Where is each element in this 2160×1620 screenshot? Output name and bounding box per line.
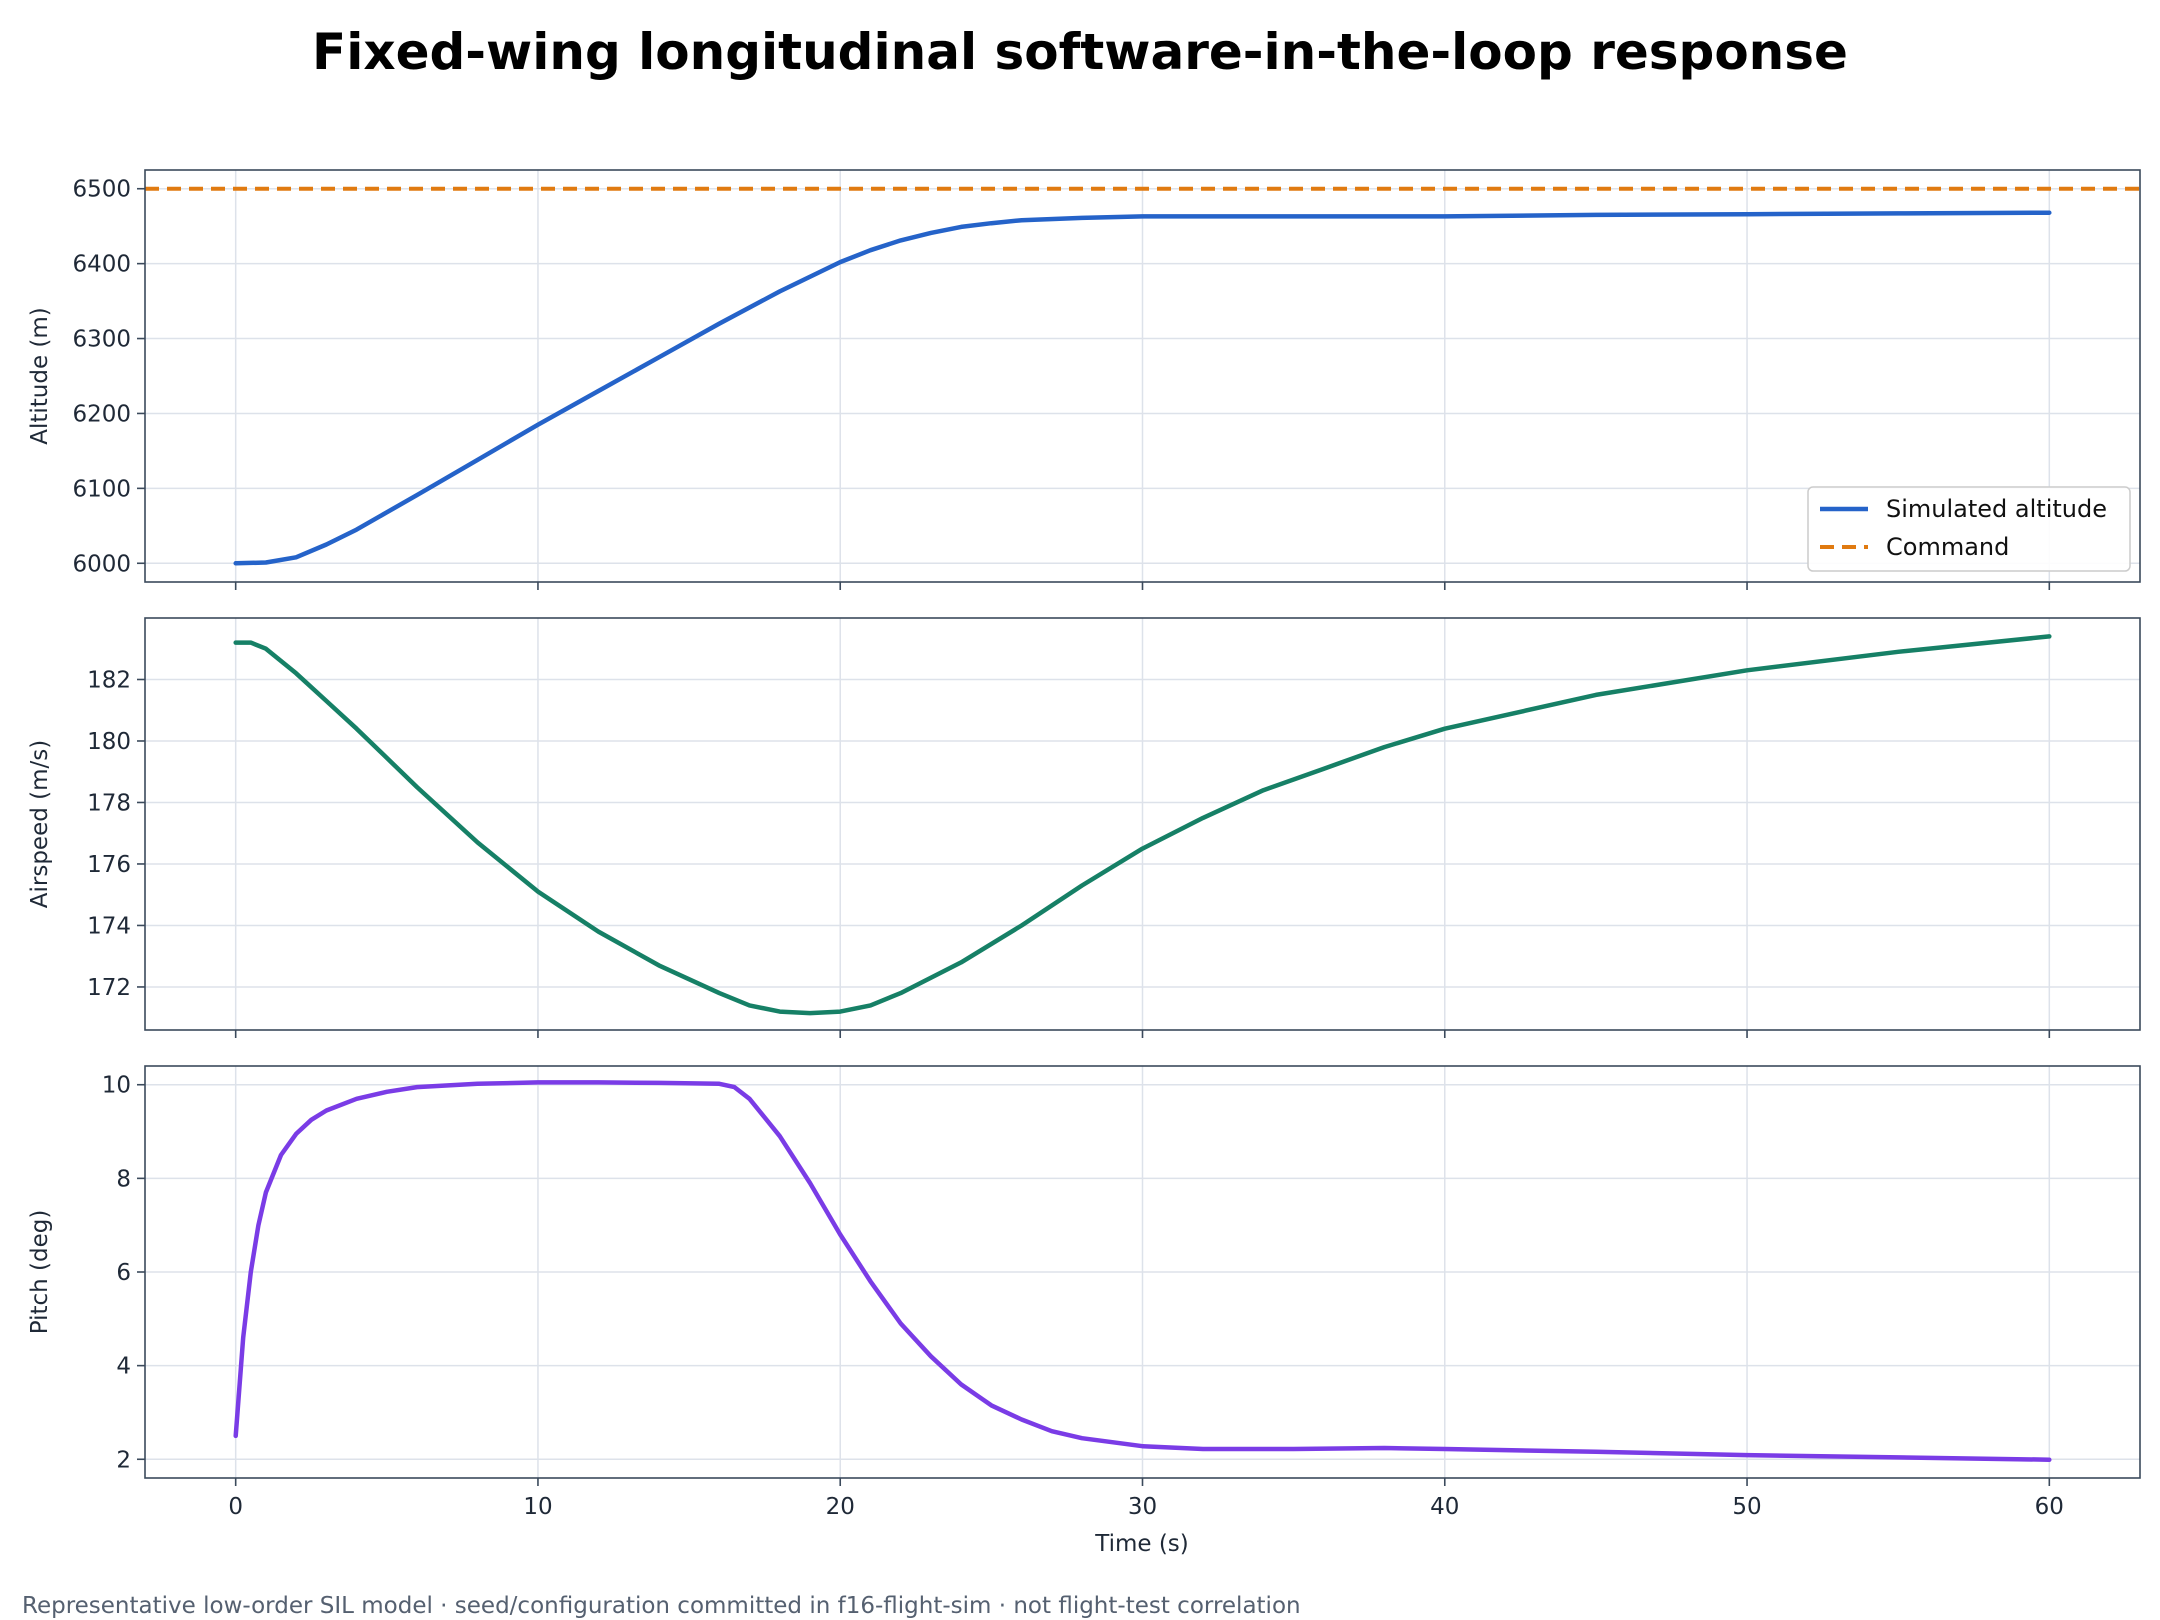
- airspeed-y-tick-label: 178: [87, 790, 131, 816]
- airspeed-y-tick-label: 180: [87, 729, 131, 755]
- altitude-series-line: [233, 210, 2052, 566]
- legend: Simulated altitude Command: [1807, 486, 2131, 572]
- altitude-y-tick-label: 6000: [72, 551, 131, 577]
- x-tick-label: 0: [228, 1494, 243, 1520]
- legend-entry-label: Simulated altitude: [1886, 495, 2107, 523]
- x-tick-label: 30: [1128, 1494, 1157, 1520]
- chart-title: Fixed-wing longitudinal software-in-the-…: [312, 23, 1848, 81]
- x-tick-label: 10: [523, 1494, 552, 1520]
- x-axis-label: Time (s): [1094, 1531, 1189, 1557]
- airspeed-y-tick-label: 182: [87, 667, 131, 693]
- pitch-y-tick-label: 2: [116, 1447, 131, 1473]
- pitch-y-axis-label: Pitch (deg): [27, 1210, 53, 1335]
- airspeed-y-axis-label: Airspeed (m/s): [27, 740, 53, 908]
- airspeed-y-tick-label: 172: [87, 975, 131, 1001]
- altitude-y-tick-label: 6100: [72, 476, 131, 502]
- airspeed-series-line: [233, 634, 2052, 1016]
- pitch-y-tick-label: 4: [116, 1354, 131, 1380]
- legend-entry-label: Command: [1886, 533, 2009, 561]
- legend-box: [1807, 486, 2131, 572]
- airspeed-panel: 172 174 176 178 180 182 Airspeed (m/s): [27, 617, 2141, 1038]
- altitude-y-tick-label: 6200: [72, 401, 131, 427]
- footer-note: Representative low-order SIL model · see…: [22, 1593, 1301, 1619]
- altitude-y-axis-label: Altitude (m): [27, 307, 53, 445]
- airspeed-y-tick-label: 174: [87, 913, 131, 939]
- altitude-panel: 6000 6100 6200 6300 6400 6500 Altitude (m) Simu…: [27, 169, 2141, 590]
- x-tick-label: 20: [826, 1494, 855, 1520]
- pitch-y-tick-label: 8: [116, 1166, 131, 1192]
- altitude-y-tick-label: 6400: [72, 252, 131, 278]
- altitude-y-tick-label: 6500: [72, 177, 131, 203]
- pitch-y-tick-label: 6: [116, 1260, 131, 1286]
- x-tick-label: 60: [2035, 1494, 2064, 1520]
- altitude-y-tick-label: 6300: [72, 327, 131, 353]
- x-tick-label: 50: [1732, 1494, 1761, 1520]
- pitch-panel: 0 10 20 30 40 50 60 2 4 6 8 10 Pitch (deg): [27, 1065, 2141, 1520]
- x-tick-label: 40: [1430, 1494, 1459, 1520]
- pitch-y-tick-label: 10: [102, 1073, 131, 1099]
- pitch-series-line: [233, 1080, 2052, 1462]
- airspeed-y-tick-label: 176: [87, 852, 131, 878]
